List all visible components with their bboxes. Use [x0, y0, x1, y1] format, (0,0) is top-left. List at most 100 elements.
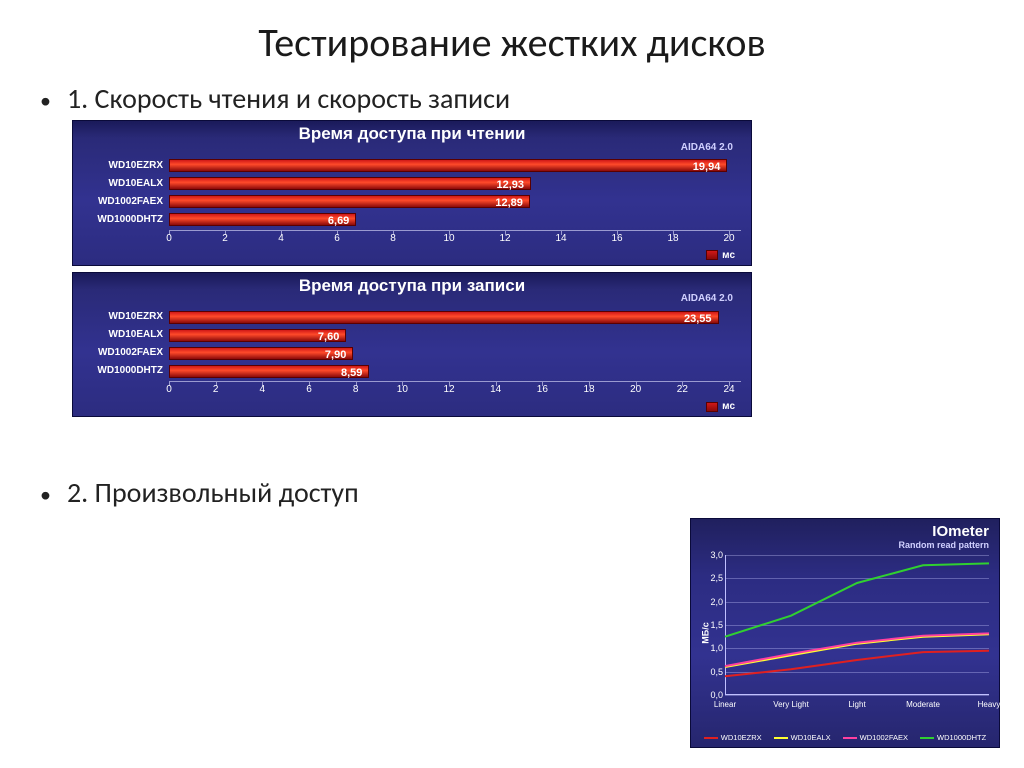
bar-label: WD10EALX [79, 326, 163, 344]
bar: 7,60 [169, 329, 346, 342]
bar-value: 8,59 [341, 367, 362, 379]
bar-row: 12,93 [169, 175, 741, 193]
bullet-2: • 2. Произвольный доступ [0, 475, 1024, 510]
bar-value: 6,69 [328, 215, 349, 227]
bar-label: WD1000DHTZ [79, 362, 163, 380]
bar-value: 7,60 [318, 331, 339, 343]
xaxis-tick-label: 22 [677, 384, 688, 395]
xaxis-tick-label: 18 [667, 233, 678, 244]
legend-item: WD10EZRX [704, 733, 762, 743]
bar-row: 23,55 [169, 308, 741, 326]
xaxis-tick-label: 24 [723, 384, 734, 395]
xaxis-tick-label: 18 [583, 384, 594, 395]
xaxis-tick-label: 8 [353, 384, 359, 395]
bar-value: 12,93 [497, 179, 525, 191]
bar: 23,55 [169, 311, 719, 324]
bullet-dot-icon: • [40, 484, 51, 506]
xaxis-tick-label: 10 [397, 384, 408, 395]
yaxis-tick-label: 0,0 [701, 690, 723, 700]
xaxis-tick-label: Heavy [978, 700, 1001, 709]
bar-chart-subtitle: AIDA64 2.0 [79, 293, 745, 304]
bar-label: WD10EALX [79, 175, 163, 193]
bar-chart-legend: мс [73, 399, 751, 416]
bar-value: 19,94 [693, 161, 721, 173]
bar-chart-legend: мс [73, 248, 751, 265]
yaxis-tick-label: 1,5 [701, 620, 723, 630]
bar: 7,90 [169, 347, 353, 360]
bar-row: 7,60 [169, 326, 741, 344]
legend-item: WD10EALX [774, 733, 831, 743]
legend-swatch-icon [774, 737, 788, 739]
xaxis-tick-label: 12 [499, 233, 510, 244]
xaxis-tick-label: 4 [278, 233, 284, 244]
xaxis-tick-label: Moderate [906, 700, 940, 709]
line-chart-legend: WD10EZRXWD10EALXWD1002FAEXWD1000DHTZ [691, 733, 999, 743]
bar-chart-xaxis: 024681012141618202224 [169, 381, 741, 397]
bar-value: 23,55 [684, 313, 712, 325]
series-line [725, 563, 989, 636]
bullet-2-text: 2. Произвольный доступ [67, 475, 359, 510]
bar: 12,89 [169, 195, 530, 208]
bar-row: 6,69 [169, 211, 741, 229]
legend-swatch-icon [704, 737, 718, 739]
xaxis-tick-label: 14 [555, 233, 566, 244]
slide-title: Тестирование жестких дисков [0, 0, 1024, 75]
yaxis-tick-label: 2,5 [701, 573, 723, 583]
xaxis-tick-label: Light [848, 700, 865, 709]
bar-chart-ylabels: WD10EZRXWD10EALXWD1002FAEXWD1000DHTZ [79, 157, 169, 246]
bar-label: WD1002FAEX [79, 193, 163, 211]
xaxis-tick-label: 12 [443, 384, 454, 395]
line-chart-title: IOmeter [701, 523, 989, 540]
line-chart-iometer: IOmeterRandom read patternМБ/с0,00,51,01… [690, 518, 1000, 748]
xaxis-tick-label: 20 [723, 233, 734, 244]
bar-chart-write: Время доступа при записиAIDA64 2.0WD10EZ… [72, 272, 752, 418]
bar: 6,69 [169, 213, 356, 226]
bar: 19,94 [169, 159, 727, 172]
xaxis-tick-label: 6 [334, 233, 340, 244]
bar-label: WD1002FAEX [79, 344, 163, 362]
xaxis-tick-label: 6 [306, 384, 312, 395]
series-line [725, 651, 989, 677]
xaxis-tick-label: 2 [213, 384, 219, 395]
line-chart-plot: 0,00,51,01,52,02,53,0LinearVery LightLig… [725, 555, 989, 695]
bullet-1-text: 1. Скорость чтения и скорость записи [67, 81, 510, 116]
bar-chart-ylabels: WD10EZRXWD10EALXWD1002FAEXWD1000DHTZ [79, 308, 169, 397]
bar: 12,93 [169, 177, 531, 190]
xaxis-tick-label: 0 [166, 233, 172, 244]
bar-chart-read: Время доступа при чтенииAIDA64 2.0WD10EZ… [72, 120, 752, 266]
xaxis-tick-label: 10 [443, 233, 454, 244]
bullet-1: • 1. Скорость чтения и скорость записи [0, 81, 1024, 116]
yaxis-tick-label: 2,0 [701, 597, 723, 607]
yaxis-tick-label: 1,0 [701, 643, 723, 653]
bar: 8,59 [169, 365, 369, 378]
bullet-dot-icon: • [40, 90, 51, 112]
yaxis-tick-label: 0,5 [701, 667, 723, 677]
bar-label: WD10EZRX [79, 308, 163, 326]
legend-swatch-icon [706, 250, 718, 260]
line-chart-subtitle: Random read pattern [701, 540, 989, 550]
bar-value: 12,89 [495, 197, 523, 209]
bar-label: WD1000DHTZ [79, 211, 163, 229]
legend-swatch-icon [843, 737, 857, 739]
yaxis-tick-label: 3,0 [701, 550, 723, 560]
bar-row: 8,59 [169, 362, 741, 380]
xaxis-tick-label: Linear [714, 700, 736, 709]
bar-row: 19,94 [169, 157, 741, 175]
xaxis-tick-label: 16 [537, 384, 548, 395]
xaxis-tick-label: 16 [611, 233, 622, 244]
xaxis-tick-label: 0 [166, 384, 172, 395]
legend-item: WD1002FAEX [843, 733, 908, 743]
legend-swatch-icon [706, 402, 718, 412]
xaxis-tick-label: 14 [490, 384, 501, 395]
bar-row: 12,89 [169, 193, 741, 211]
xaxis-tick-label: Very Light [773, 700, 809, 709]
bar-row: 7,90 [169, 344, 741, 362]
bar-label: WD10EZRX [79, 157, 163, 175]
xaxis-tick-label: 20 [630, 384, 641, 395]
xaxis-tick-label: 2 [222, 233, 228, 244]
legend-swatch-icon [920, 737, 934, 739]
bar-value: 7,90 [325, 349, 346, 361]
line-chart-svg [725, 555, 989, 695]
series-line [725, 633, 989, 666]
xaxis-tick-label: 8 [390, 233, 396, 244]
